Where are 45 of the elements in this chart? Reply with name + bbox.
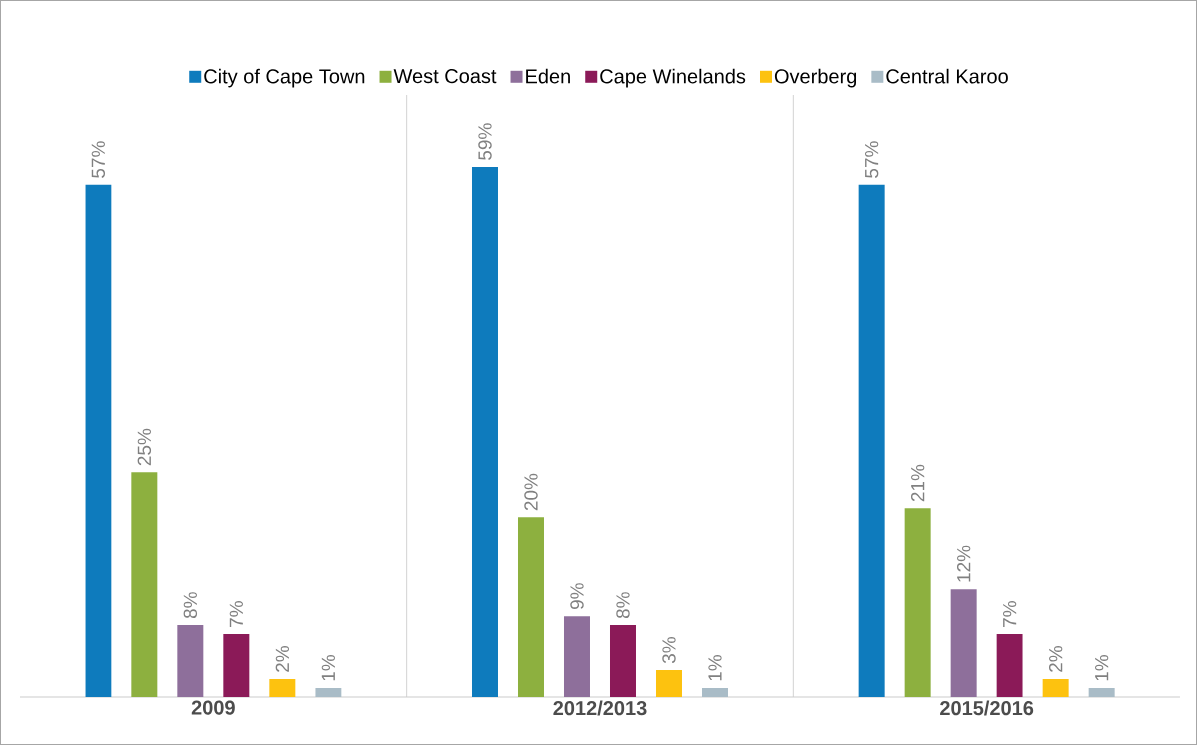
- legend-label: West Coast: [393, 69, 497, 84]
- data-label: 3%: [662, 637, 676, 664]
- data-label: 1%: [708, 655, 722, 681]
- data-label: 57%: [864, 141, 879, 178]
- data-label: 7%: [229, 601, 243, 627]
- bar: [177, 625, 204, 697]
- bar: [315, 688, 342, 697]
- data-label: 25%: [137, 428, 152, 466]
- data-label: 1%: [1095, 655, 1109, 681]
- x-tick-label: 2012/2013: [553, 700, 647, 716]
- legend-label: Central Karoo: [886, 68, 1008, 84]
- bar: [1042, 679, 1069, 697]
- legend-label: Cape Winelands: [600, 68, 746, 88]
- bar: [517, 517, 544, 697]
- bar: [701, 688, 728, 697]
- data-label: 8%: [616, 592, 630, 619]
- bar: [563, 616, 590, 697]
- bar: [858, 184, 885, 697]
- bar: [996, 634, 1023, 697]
- data-label: 7%: [1003, 601, 1017, 627]
- bar: [471, 166, 498, 697]
- data-label: 9%: [570, 583, 584, 610]
- legend-label: City of Cape Town: [204, 68, 365, 88]
- bar: [131, 472, 158, 697]
- bar: [269, 679, 296, 697]
- bar: [950, 589, 977, 697]
- legend-label: Eden: [526, 68, 570, 84]
- bar: [655, 670, 682, 697]
- legend-label: Overberg: [774, 68, 857, 88]
- data-label: 57%: [91, 141, 106, 178]
- data-label: 2%: [275, 646, 290, 672]
- bar: [904, 508, 931, 697]
- bar: [223, 634, 250, 697]
- data-label: 12%: [956, 545, 971, 582]
- x-tick-label: 2009: [191, 700, 235, 715]
- data-label: 1%: [321, 655, 335, 681]
- data-label: 21%: [910, 464, 925, 502]
- data-label: 20%: [524, 473, 538, 511]
- bar: [1088, 688, 1115, 697]
- data-label: 2%: [1048, 646, 1063, 672]
- data-label: 8%: [183, 592, 198, 619]
- bar: [85, 184, 112, 697]
- bar: [609, 625, 636, 697]
- x-tick-label: 2015/2016: [940, 700, 1034, 716]
- data-label: 59%: [478, 123, 492, 160]
